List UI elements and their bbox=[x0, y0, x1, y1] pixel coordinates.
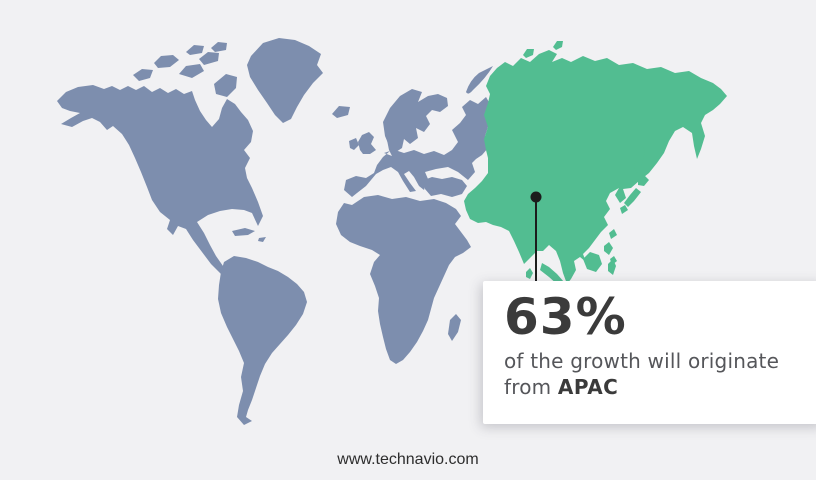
landmass-europe bbox=[344, 97, 490, 197]
callout-line2-prefix: from bbox=[504, 375, 558, 399]
landmass-taiwan bbox=[609, 229, 617, 239]
landmass-arctic-island bbox=[179, 64, 204, 78]
landmass-great-britain bbox=[358, 132, 376, 154]
landmass-philippines bbox=[604, 242, 613, 255]
landmass-greenland bbox=[247, 38, 323, 123]
landmass-honshu bbox=[624, 188, 641, 207]
landmass-borneo bbox=[583, 252, 602, 272]
landmass-iceland bbox=[332, 106, 350, 118]
landmass-arctic-island bbox=[199, 52, 219, 65]
landmass-madagascar bbox=[448, 314, 461, 341]
landmass-hokkaido bbox=[638, 175, 649, 186]
growth-percent: 63% bbox=[504, 288, 627, 346]
apac-marker bbox=[530, 191, 542, 282]
landmass-anatolia bbox=[424, 177, 467, 197]
landmass-arctic-island bbox=[154, 55, 179, 68]
landmass-kyushu bbox=[620, 205, 628, 214]
landmass-sumatra bbox=[540, 263, 564, 285]
landmass-sri-lanka bbox=[526, 268, 533, 279]
landmass-south-america bbox=[218, 256, 307, 425]
region-name: APAC bbox=[557, 375, 619, 399]
landmass-sulawesi bbox=[608, 259, 616, 275]
source-url: www.technavio.com bbox=[337, 451, 479, 468]
landmass-sakhalin bbox=[634, 145, 645, 174]
landmass-scandinavia bbox=[383, 89, 448, 152]
apac-region bbox=[464, 41, 727, 285]
landmass-cuba bbox=[232, 228, 255, 236]
callout-line1: of the growth will originate bbox=[504, 349, 780, 373]
landmass-arctic-islet bbox=[523, 49, 534, 58]
landmass-ireland bbox=[349, 138, 359, 150]
landmass-asia bbox=[464, 50, 727, 284]
landmass-arctic-island bbox=[186, 45, 204, 55]
landmass-africa bbox=[336, 195, 471, 364]
landmass-baffin-island bbox=[214, 74, 237, 97]
landmass-novaya-zemlya bbox=[466, 66, 493, 94]
landmass-north-america bbox=[57, 85, 263, 282]
landmass-arctic-island bbox=[211, 42, 227, 52]
rest-of-world-region bbox=[57, 38, 493, 425]
callout-card: 63% of the growth will originate from AP… bbox=[483, 281, 816, 424]
callout-text: of the growth will originate from APAC bbox=[504, 348, 816, 400]
landmass-arctic-islet bbox=[553, 41, 563, 50]
marker-dot bbox=[530, 191, 542, 203]
landmass-hispaniola bbox=[258, 237, 266, 242]
landmass-arctic-island bbox=[133, 69, 153, 81]
